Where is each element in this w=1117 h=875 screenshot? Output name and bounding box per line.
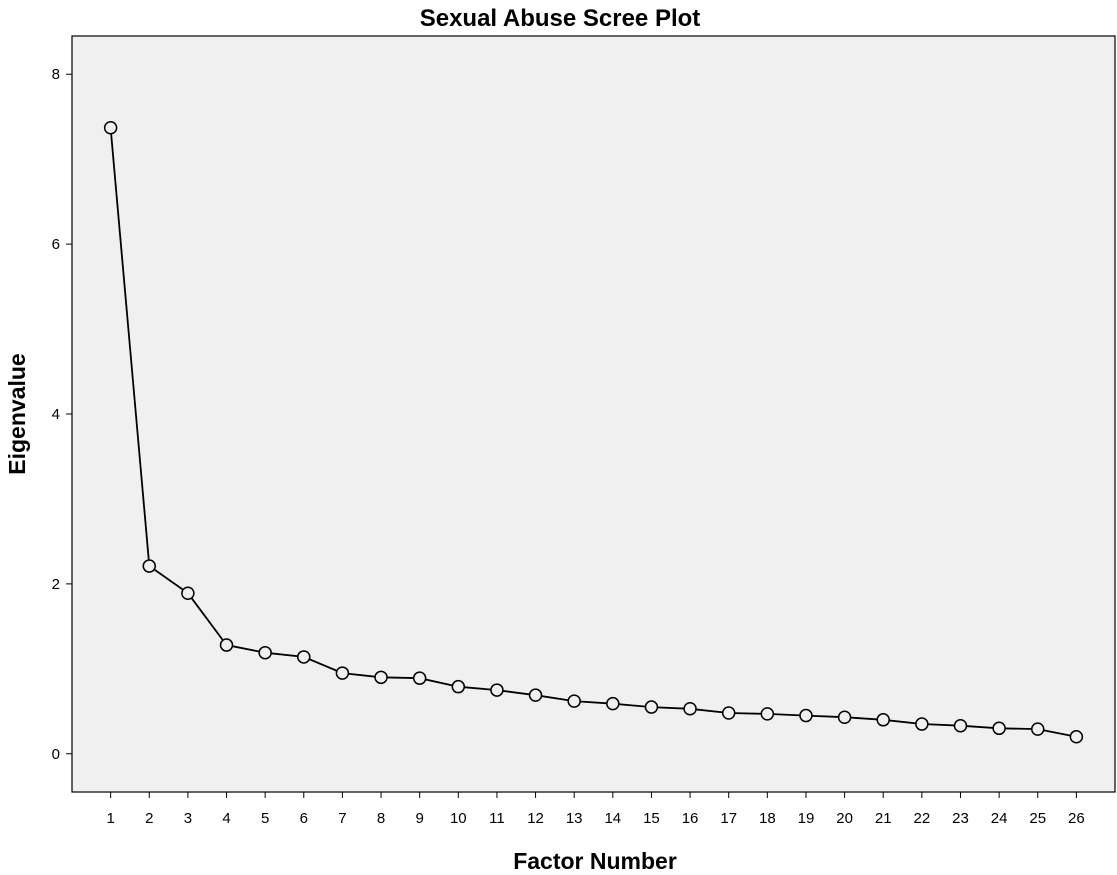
x-tick-label: 23 <box>952 810 969 827</box>
data-point-factor-22 <box>915 717 929 731</box>
plot-area <box>71 35 1116 793</box>
x-tick-label: 24 <box>991 810 1008 827</box>
y-tick-label: 8 <box>52 66 60 83</box>
x-tick-label: 7 <box>338 810 346 827</box>
x-tick-label: 10 <box>450 810 467 827</box>
x-tick-label: 22 <box>914 810 931 827</box>
x-tick-label: 12 <box>527 810 544 827</box>
x-tick-label: 11 <box>489 810 505 827</box>
y-tick-label: 2 <box>52 576 60 593</box>
data-point-factor-5 <box>258 645 272 660</box>
x-tick-label: 4 <box>222 810 230 827</box>
y-axis: 0 2 4 6 8 <box>52 66 72 763</box>
x-tick-label: 14 <box>604 810 621 827</box>
data-point-factor-23 <box>953 718 968 733</box>
data-point-factor-18 <box>760 707 775 721</box>
data-point-factor-10 <box>451 679 466 694</box>
x-tick-label: 26 <box>1068 810 1085 827</box>
data-point-factor-15 <box>644 700 659 714</box>
x-tick-label: 5 <box>261 810 269 827</box>
eigenvalue-series <box>103 120 1084 744</box>
data-point-factor-26 <box>1069 730 1084 744</box>
x-tick-label: 8 <box>377 810 385 827</box>
x-tick-label: 18 <box>759 810 776 827</box>
data-point-factor-24 <box>992 721 1006 736</box>
data-point-factor-13 <box>567 694 581 708</box>
x-axis: 1 2 3 4 5 6 7 8 9 10 11 12 13 14 15 16 17 18 19 20 21 22 23 24 2… <box>106 792 1085 827</box>
data-point-factor-8 <box>374 670 388 685</box>
data-point-factor-25 <box>1030 722 1045 736</box>
data-point-factor-11 <box>490 683 504 697</box>
y-tick-label: 0 <box>52 746 60 763</box>
data-point-factor-3 <box>181 586 195 600</box>
x-tick-label: 3 <box>184 810 192 827</box>
x-tick-label: 9 <box>415 810 423 827</box>
x-axis-label: Factor Number <box>513 848 677 874</box>
data-point-factor-14 <box>606 696 620 711</box>
data-point-factor-4 <box>219 638 234 652</box>
y-tick-label: 4 <box>52 406 60 423</box>
data-point-factor-17 <box>721 706 736 720</box>
x-tick-label: 21 <box>875 810 892 827</box>
x-tick-label: 17 <box>720 810 737 827</box>
data-point-factor-12 <box>528 688 543 702</box>
data-point-factor-9 <box>412 671 427 685</box>
y-axis-label: Eigenvalue <box>4 353 30 474</box>
data-point-factor-19 <box>799 708 813 723</box>
x-tick-label: 13 <box>566 810 583 827</box>
x-tick-label: 25 <box>1029 810 1046 827</box>
x-tick-label: 15 <box>643 810 660 827</box>
data-point-factor-20 <box>837 710 852 724</box>
data-point-factor-21 <box>876 713 890 727</box>
x-tick-label: 20 <box>836 810 853 827</box>
y-tick-label: 6 <box>52 236 60 253</box>
data-point-factor-7 <box>335 666 350 680</box>
data-point-factor-1 <box>103 120 118 135</box>
chart-title: Sexual Abuse Scree Plot <box>420 5 701 32</box>
data-point-factor-2 <box>142 559 157 573</box>
x-tick-label: 19 <box>798 810 815 827</box>
data-point-factor-6 <box>297 650 311 664</box>
x-tick-label: 1 <box>106 810 114 827</box>
data-point-factor-16 <box>683 702 697 716</box>
x-tick-label: 6 <box>300 810 308 827</box>
x-tick-label: 16 <box>682 810 699 827</box>
x-tick-label: 2 <box>145 810 153 827</box>
